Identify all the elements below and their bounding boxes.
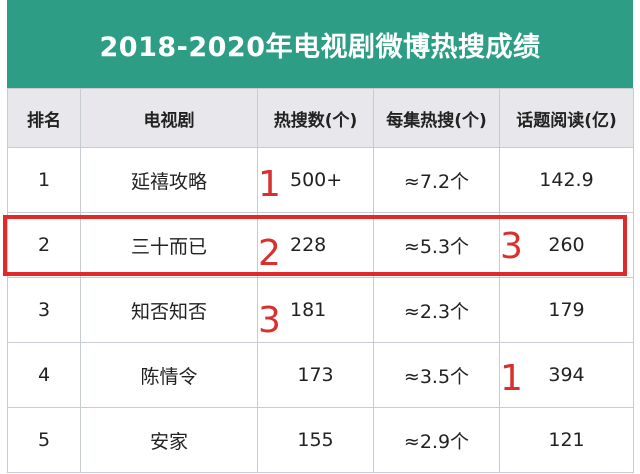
rank-cell: 1 [7,147,81,213]
hot-count-cell: 500+ [257,147,374,213]
topic-reads-cell: 142.9 [499,147,634,213]
hot-count-cell: 155 [257,407,374,473]
per-episode-cell: ≈2.3个 [373,277,500,343]
topic-reads-cell: 121 [499,407,634,473]
annotation-read-rank-1: 1 [500,358,523,399]
rank-cell: 3 [7,277,81,343]
table-row: 1 延禧攻略 500+ ≈7.2个 142.9 [7,147,634,213]
table-row: 3 知否知否 181 ≈2.3个 179 [7,277,634,343]
ranking-table: 排名 电视剧 热搜数(个) 每集热搜(个) 话题阅读(亿) 1 延禧攻略 500… [7,88,634,473]
header-per-episode: 每集热搜(个) [373,88,500,148]
hot-count-cell: 228 [257,212,374,278]
per-episode-cell: ≈7.2个 [373,147,500,213]
drama-cell: 知否知否 [80,277,258,343]
table-row: 2 三十而已 228 ≈5.3个 260 [7,212,634,278]
rank-cell: 2 [7,212,81,278]
drama-cell: 延禧攻略 [80,147,258,213]
hot-count-cell: 173 [257,342,374,408]
header-drama: 电视剧 [80,88,258,148]
per-episode-cell: ≈3.5个 [373,342,500,408]
per-episode-cell: ≈5.3个 [373,212,500,278]
table-row: 4 陈情令 173 ≈3.5个 394 [7,342,634,408]
rank-cell: 5 [7,407,81,473]
topic-reads-cell: 394 [499,342,634,408]
drama-cell: 三十而已 [80,212,258,278]
annotation-hot-rank-2: 2 [258,233,281,274]
header-row: 排名 电视剧 热搜数(个) 每集热搜(个) 话题阅读(亿) [7,88,634,148]
rank-cell: 4 [7,342,81,408]
header-hot-count: 热搜数(个) [257,88,374,148]
annotation-read-rank-3: 3 [500,226,523,267]
topic-reads-cell: 179 [499,277,634,343]
header-topic-reads: 话题阅读(亿) [499,88,634,148]
header-rank: 排名 [7,88,81,148]
drama-cell: 安家 [80,407,258,473]
annotation-hot-rank-1: 1 [258,164,281,205]
drama-cell: 陈情令 [80,342,258,408]
per-episode-cell: ≈2.9个 [373,407,500,473]
table-row: 5 安家 155 ≈2.9个 121 [7,407,634,473]
hot-count-cell: 181 [257,277,374,343]
annotation-hot-rank-3: 3 [258,300,281,341]
table-title: 2018-2020年电视剧微博热搜成绩 [7,0,633,88]
